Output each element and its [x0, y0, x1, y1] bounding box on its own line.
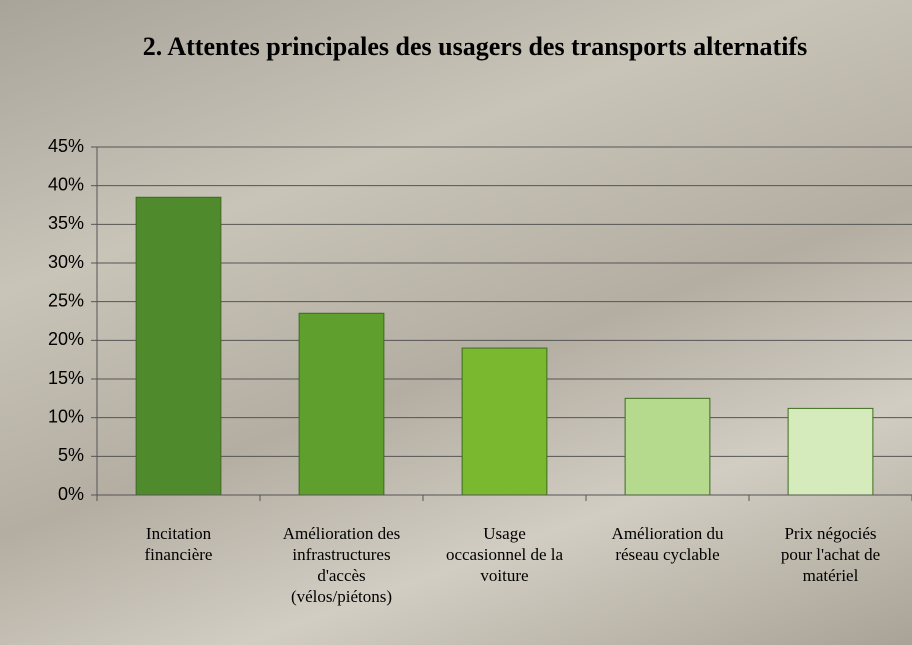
bar	[298, 312, 385, 496]
bar	[135, 196, 222, 496]
y-tick-label: 10%	[48, 406, 84, 426]
y-tick-label: 25%	[48, 290, 84, 310]
bar	[461, 347, 548, 496]
y-tick-label: 5%	[58, 445, 84, 465]
y-tick-label: 15%	[48, 368, 84, 388]
y-tick-label: 0%	[58, 484, 84, 504]
y-tick-label: 30%	[48, 252, 84, 272]
y-tick-label: 35%	[48, 213, 84, 233]
y-tick-label: 40%	[48, 174, 84, 194]
x-tick-label: Amélioration des infrastructures d'accès…	[282, 524, 401, 606]
x-tick-label: Amélioration du réseau cyclable	[611, 524, 724, 564]
x-tick-label: Incitation financière	[144, 524, 213, 564]
bar	[624, 397, 711, 496]
y-tick-label: 20%	[48, 329, 84, 349]
y-tick-label: 45%	[48, 136, 84, 156]
x-tick-label: Usage occasionnel de la voiture	[445, 524, 564, 585]
x-tick-label: Prix négociés pour l'achat de matériel	[780, 524, 881, 585]
bar	[787, 407, 874, 496]
chart-title: 2. Attentes principales des usagers des …	[142, 32, 808, 61]
